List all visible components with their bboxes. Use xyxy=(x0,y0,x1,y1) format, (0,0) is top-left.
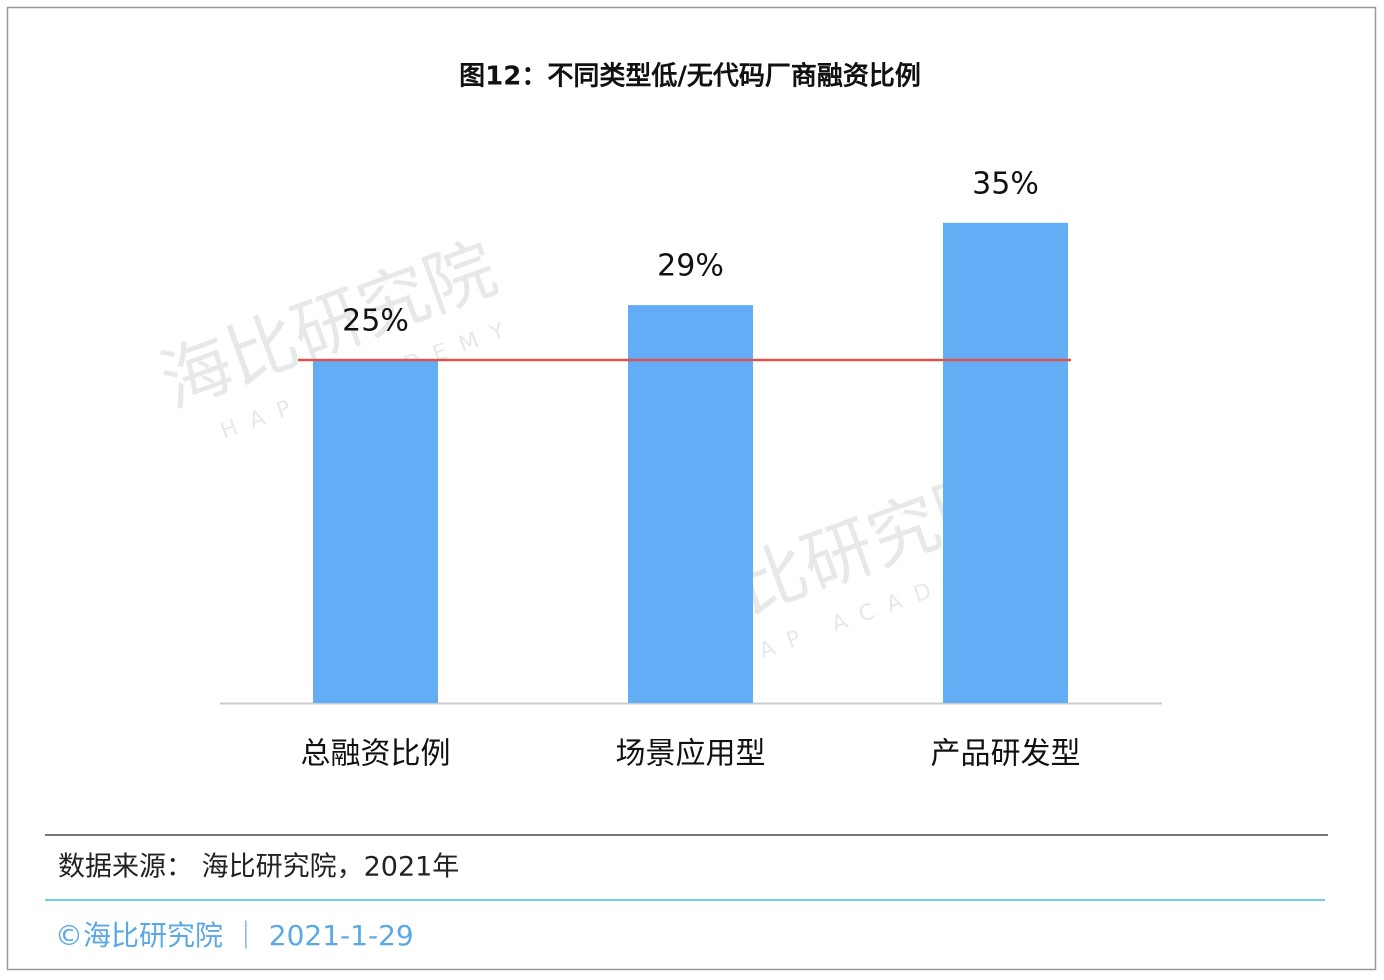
x-tick-label: 场景应用型 xyxy=(616,737,766,772)
bar xyxy=(628,305,753,703)
x-tick-label: 产品研发型 xyxy=(931,737,1081,772)
value-label: 29% xyxy=(657,249,724,284)
source: 数据来源： 海比研究院，2021年 xyxy=(58,852,459,883)
value-label: 25% xyxy=(342,304,409,339)
chart-title: 图12：不同类型低/无代码厂商融资比例 xyxy=(459,61,921,92)
x-tick-label: 总融资比例 xyxy=(301,737,451,772)
bar xyxy=(943,222,1068,704)
footer: ©海比研究院 ｜ 2021-1-29 xyxy=(55,919,414,952)
bar xyxy=(313,360,438,703)
value-label: 35% xyxy=(972,166,1039,201)
